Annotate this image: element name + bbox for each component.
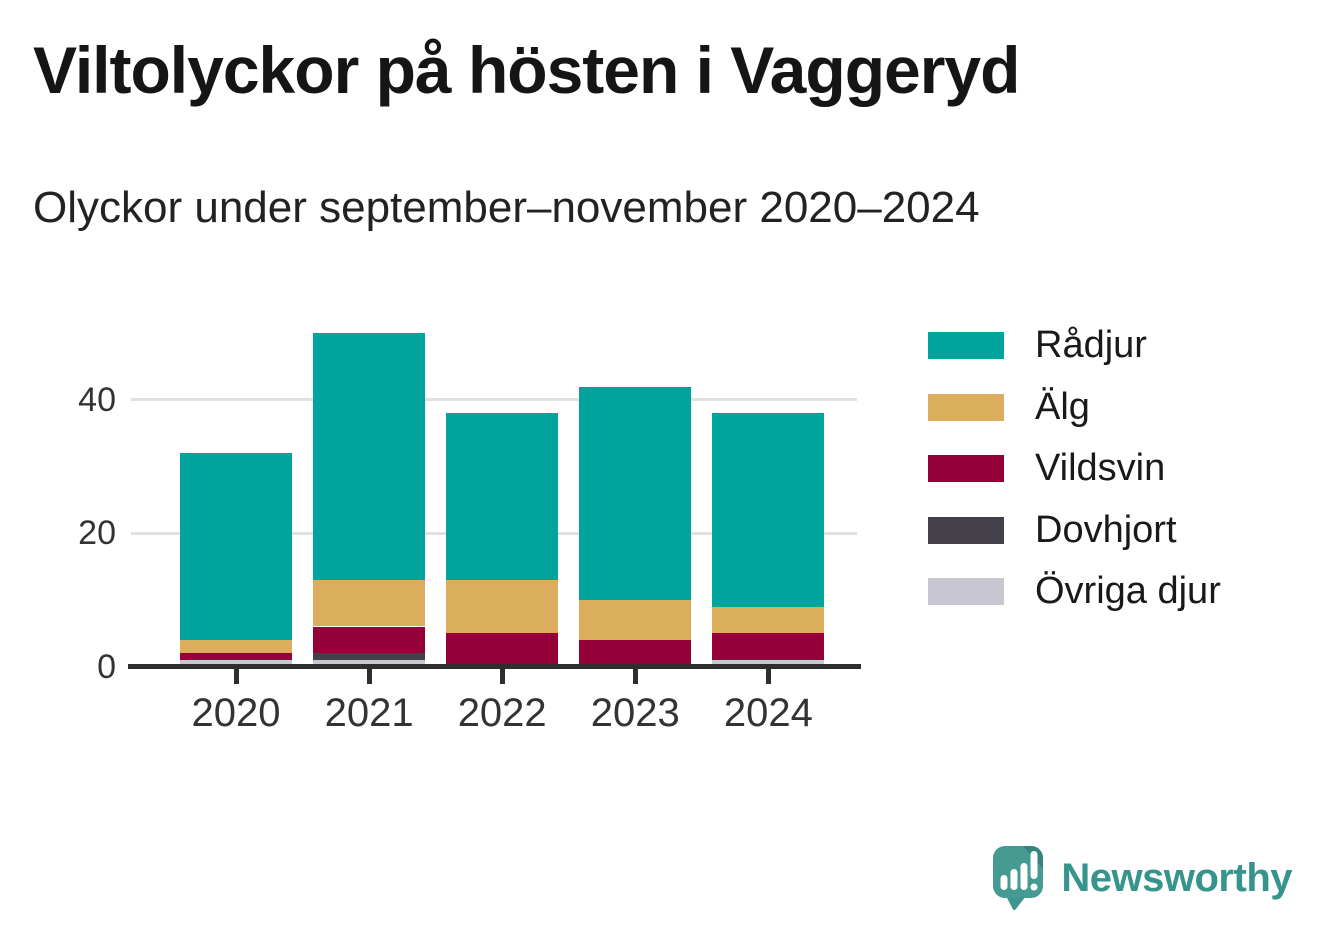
- bar-segment-älg-2020: [180, 639, 292, 654]
- x-axis-tick: [632, 669, 638, 684]
- legend-swatch: [928, 393, 1004, 421]
- bar-segment-älg-2022: [446, 579, 559, 634]
- brand-footer: Newsworthy: [992, 845, 1292, 911]
- bar-segment-vildsvin-2021: [313, 626, 426, 654]
- bar-segment-övriga-djur-2024: [712, 659, 825, 667]
- x-axis-tick-label: 2020: [191, 691, 281, 735]
- bar-segment-älg-2024: [712, 606, 825, 634]
- x-axis-tick: [233, 669, 239, 684]
- bar-segment-rådjur-2020: [180, 453, 292, 640]
- x-axis-line: [128, 663, 861, 669]
- bar-segment-vildsvin-2022: [446, 633, 559, 667]
- x-axis-tick-label: 2024: [723, 691, 813, 735]
- x-axis-tick: [366, 669, 372, 684]
- legend-label: Rådjur: [1035, 324, 1147, 367]
- legend-item-övriga-djur: Övriga djur: [928, 561, 1221, 623]
- legend-label: Älg: [1035, 385, 1090, 428]
- bar-segment-rådjur-2021: [313, 333, 426, 580]
- bar-segment-vildsvin-2020: [180, 653, 292, 660]
- bar-segment-älg-2023: [579, 599, 692, 640]
- legend-swatch: [928, 332, 1004, 360]
- legend-item-vildsvin: Vildsvin: [928, 438, 1221, 500]
- gridline-y40: [131, 398, 857, 402]
- page-title: Viltolyckor på hösten i Vaggeryd: [33, 33, 1020, 107]
- x-axis-tick: [499, 669, 505, 684]
- legend-label: Dovhjort: [1035, 508, 1177, 551]
- x-axis-tick-label: 2023: [590, 691, 680, 735]
- bar-segment-rådjur-2024: [712, 413, 825, 607]
- x-axis-tick-label: 2021: [324, 691, 414, 735]
- legend-item-dovhjort: Dovhjort: [928, 500, 1221, 562]
- bar-segment-övriga-djur-2021: [313, 659, 426, 667]
- bar-segment-vildsvin-2024: [712, 633, 825, 660]
- y-axis-tick-label: 0: [97, 647, 116, 686]
- y-axis-tick-label: 20: [78, 514, 116, 553]
- bar-segment-rådjur-2022: [446, 413, 559, 580]
- page-subtitle: Olyckor under september–november 2020–20…: [33, 183, 980, 232]
- bar-segment-rådjur-2023: [579, 386, 692, 600]
- brand-name: Newsworthy: [1061, 855, 1292, 900]
- legend-item-rådjur: Rådjur: [928, 315, 1221, 377]
- legend-swatch: [928, 578, 1004, 606]
- bar-segment-vildsvin-2023: [579, 639, 692, 667]
- legend-label: Övriga djur: [1035, 570, 1221, 613]
- bar-segment-älg-2021: [313, 579, 426, 627]
- x-axis-tick: [765, 669, 771, 684]
- newsworthy-logo-icon: [993, 846, 1044, 911]
- legend-item-älg: Älg: [928, 377, 1221, 439]
- x-axis-tick-label: 2022: [457, 691, 547, 735]
- bar-segment-dovhjort-2021: [313, 653, 426, 660]
- y-axis-tick-label: 40: [78, 380, 116, 419]
- legend-swatch: [928, 516, 1004, 544]
- bar-segment-övriga-djur-2020: [180, 659, 292, 667]
- legend-label: Vildsvin: [1035, 447, 1166, 490]
- legend-swatch: [928, 455, 1004, 483]
- chart-legend: Rådjur Älg Vildsvin Dovhjort Övriga djur: [928, 315, 1221, 623]
